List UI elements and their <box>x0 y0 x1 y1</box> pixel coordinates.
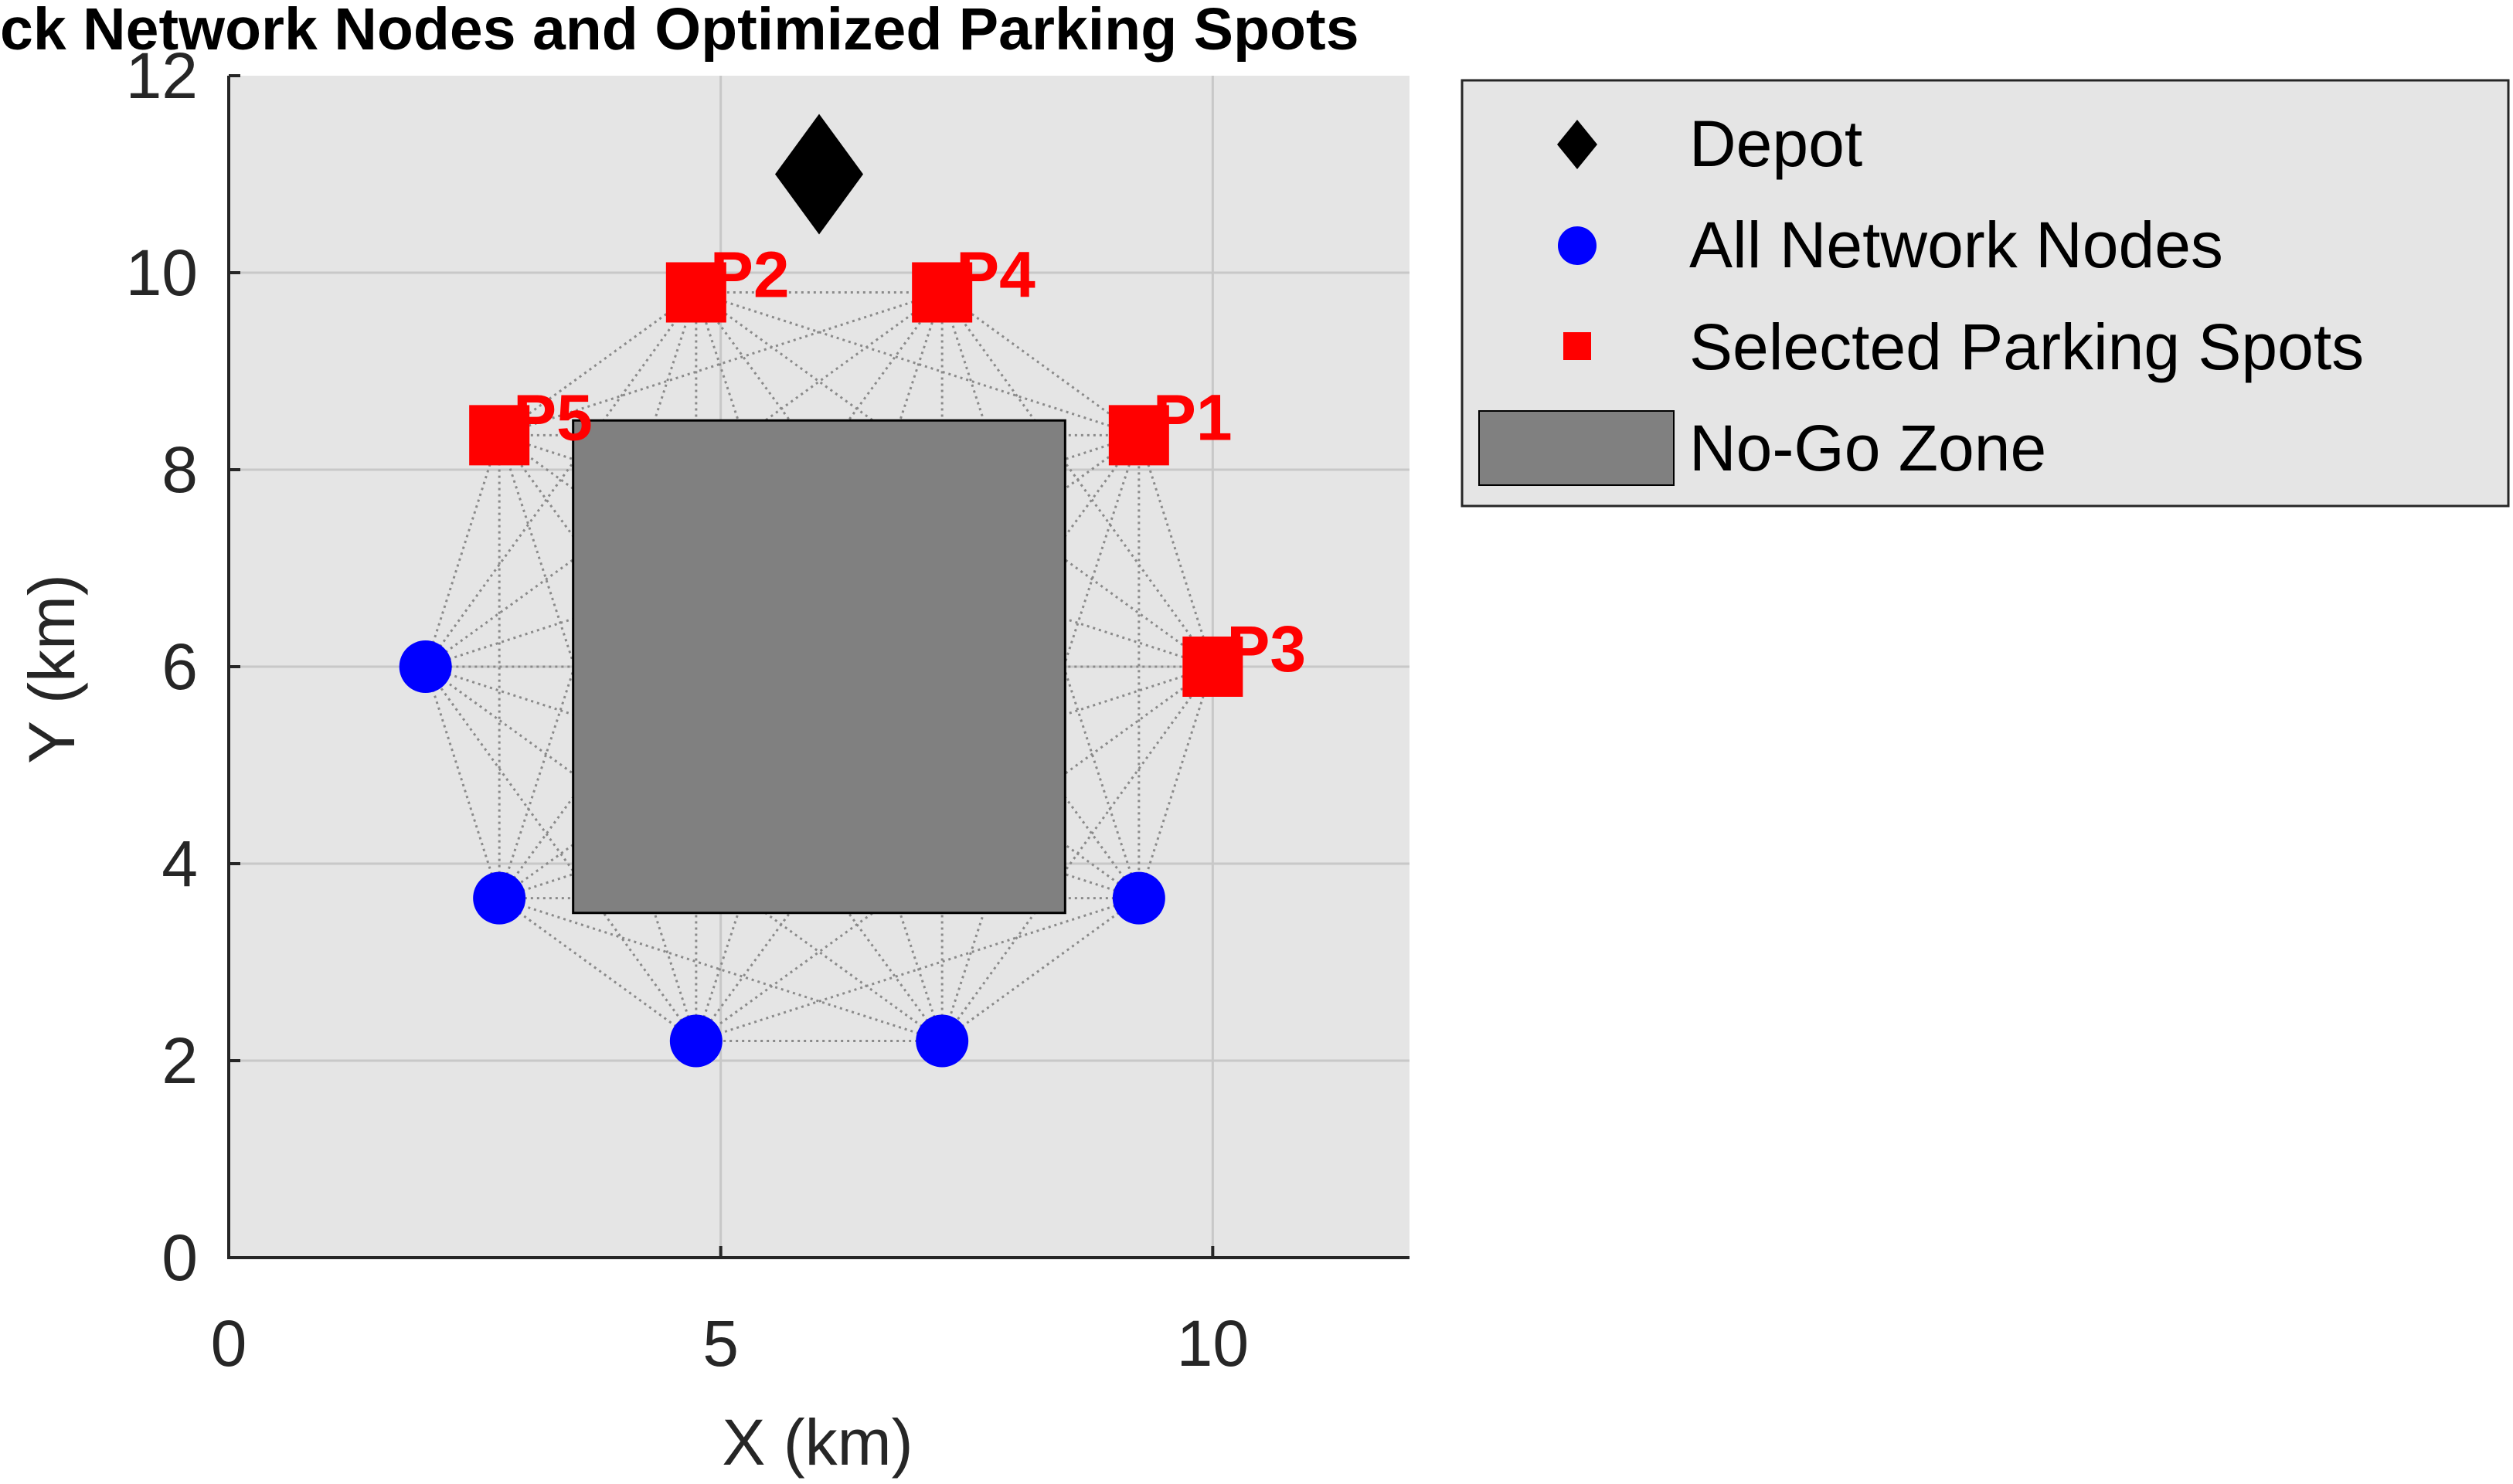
network-edge <box>695 665 1214 1042</box>
y-tick-label: 4 <box>162 827 198 900</box>
network-edge <box>695 291 1214 668</box>
parking-spot-label: P3 <box>1226 613 1306 685</box>
parking-spot-label: P4 <box>956 239 1035 311</box>
network-edge <box>695 292 944 1041</box>
parking-spot-label: P1 <box>1153 381 1233 453</box>
parking-spot-marker <box>1182 637 1243 697</box>
parking-spot-marker <box>912 262 973 323</box>
network-edge <box>424 665 944 1042</box>
y-tick-label: 2 <box>162 1024 198 1097</box>
network-edge <box>940 434 1141 1041</box>
legend-parking-marker <box>1563 332 1591 360</box>
y-tick-label: 12 <box>126 39 198 112</box>
parking-labels: P1 P2 P3 P4 P5 <box>513 239 1306 686</box>
chart-title: ck Network Nodes and Optimized Parking S… <box>0 0 1359 63</box>
x-tick-label: 0 <box>211 1307 247 1380</box>
legend-no-go-swatch <box>1478 410 1675 486</box>
y-tick-label: 10 <box>126 236 198 309</box>
parking-spot-marker <box>469 405 530 466</box>
parking-spots <box>469 262 1243 697</box>
network-edge <box>695 292 944 1041</box>
network-node <box>473 871 526 925</box>
y-tick-label: 6 <box>162 630 198 703</box>
axis-ticks: 0 5 10 0 2 4 6 8 10 12 <box>126 39 1249 1380</box>
parking-spot-marker <box>1108 405 1169 466</box>
network-edge <box>498 434 698 1041</box>
x-tick-label: 10 <box>1177 1307 1249 1380</box>
legend-label-nodes: All Network Nodes <box>1689 209 2223 281</box>
network-edge <box>424 291 698 667</box>
legend: Depot All Network Nodes Selected Parking… <box>1461 79 2510 508</box>
network-edge <box>940 291 1214 667</box>
legend-depot-marker <box>1557 120 1597 169</box>
y-tick-label: 8 <box>162 433 198 506</box>
parking-spot-label: P2 <box>710 239 790 311</box>
network-edge <box>424 291 944 668</box>
legend-label-depot: Depot <box>1689 107 1862 180</box>
legend-node-marker <box>1558 226 1597 265</box>
y-tick-label: 0 <box>162 1221 198 1294</box>
legend-label-parking: Selected Parking Spots <box>1689 311 2364 383</box>
legend-label-no-go-zone: No-Go Zone <box>1689 412 2046 484</box>
x-axis-label: X (km) <box>722 1406 913 1479</box>
x-tick-label: 5 <box>702 1307 739 1380</box>
y-axis-label: Y (km) <box>15 574 88 764</box>
network-node <box>399 640 452 693</box>
network-edge <box>424 666 698 1042</box>
network-edge <box>498 292 698 899</box>
depot-marker <box>775 114 863 235</box>
no-go-zone <box>572 419 1066 915</box>
network-edge <box>940 292 1141 899</box>
parking-spot-label: P5 <box>513 381 593 453</box>
parking-spot-marker <box>665 262 726 323</box>
network-node <box>1112 871 1165 925</box>
network-node <box>669 1014 723 1068</box>
network-node <box>916 1014 969 1068</box>
